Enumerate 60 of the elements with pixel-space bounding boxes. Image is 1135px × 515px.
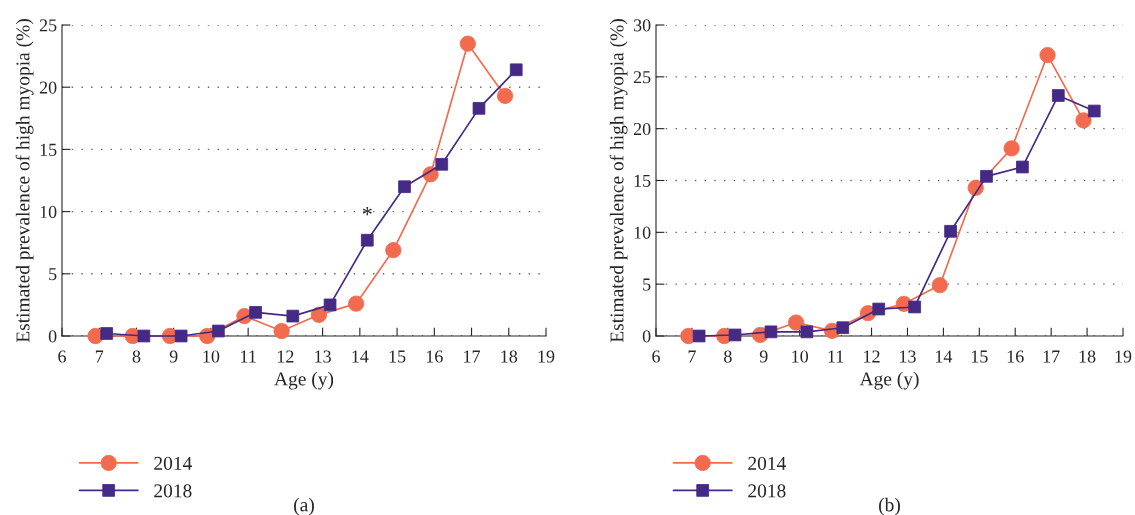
x-tick-label: 19 [1115, 350, 1132, 363]
x-tick-label: 7 [95, 350, 104, 363]
x-tick-label: 10 [203, 350, 220, 363]
x-tick-label: 13 [900, 350, 916, 363]
x-axis-title: Age (y) [859, 371, 919, 390]
x-tick-label: 9 [169, 350, 178, 363]
y-tick-label: 5 [643, 278, 651, 291]
legend-label: 2014 [154, 456, 192, 470]
point [800, 325, 814, 339]
x-tick-label: 8 [724, 350, 732, 363]
x-tick-label: 15 [389, 350, 406, 363]
x-tick-label: 18 [1079, 350, 1096, 363]
legend-label: 2014 [748, 456, 786, 470]
point [692, 329, 706, 343]
x-tick-label: 12 [277, 350, 294, 363]
x-tick-label: 6 [652, 350, 660, 363]
x-tick-label: 16 [426, 350, 443, 363]
legend-label: 2018 [748, 484, 786, 498]
x-tick-label: 19 [538, 350, 555, 363]
y-axis-title: Estimated prevalence of high myopia (%) [15, 19, 34, 343]
y-tick-label: 10 [40, 205, 57, 219]
y-tick-label: 15 [40, 143, 57, 156]
y-axis-title: Estimated prevalence of high myopia (%) [609, 19, 628, 343]
point [137, 329, 151, 343]
y-tick-label: 20 [39, 81, 57, 94]
point [286, 309, 300, 323]
x-tick-label: 13 [315, 350, 331, 363]
annotation: * [362, 207, 372, 216]
x-tick-label: 11 [828, 350, 844, 363]
x-tick-label: 17 [464, 350, 481, 363]
x-axis-title: Age (y) [274, 371, 334, 390]
point [323, 298, 337, 312]
y-tick-label: 0 [642, 330, 651, 343]
x-tick-label: 16 [1007, 350, 1024, 363]
x-tick-label: 9 [759, 350, 768, 363]
y-tick-label: 25 [39, 19, 57, 32]
y-tick-label: 0 [48, 330, 57, 343]
x-tick-label: 17 [1043, 350, 1060, 363]
x-tick-label: 12 [864, 350, 880, 363]
y-tick-label: 15 [634, 174, 651, 187]
y-tick-label: 5 [49, 268, 57, 281]
point [908, 300, 921, 314]
y-tick-label: 10 [634, 226, 651, 239]
x-tick-label: 7 [688, 350, 696, 363]
point [472, 102, 486, 115]
x-tick-label: 10 [792, 350, 809, 363]
y-tick-label: 20 [633, 122, 651, 136]
y-tick-label: 25 [633, 71, 651, 84]
x-tick-label: 8 [132, 350, 141, 363]
x-tick-label: 15 [971, 350, 988, 363]
x-tick-label: 14 [935, 350, 953, 363]
x-tick-label: 6 [58, 350, 66, 363]
text: (a) [294, 497, 314, 515]
point [212, 324, 225, 338]
x-tick-label: 14 [352, 350, 369, 363]
x-tick-label: 11 [241, 350, 256, 363]
text: (b) [879, 497, 900, 515]
y-tick-label: 30 [633, 19, 651, 32]
x-tick-label: 18 [501, 350, 518, 363]
legend-label: 2018 [154, 484, 192, 498]
